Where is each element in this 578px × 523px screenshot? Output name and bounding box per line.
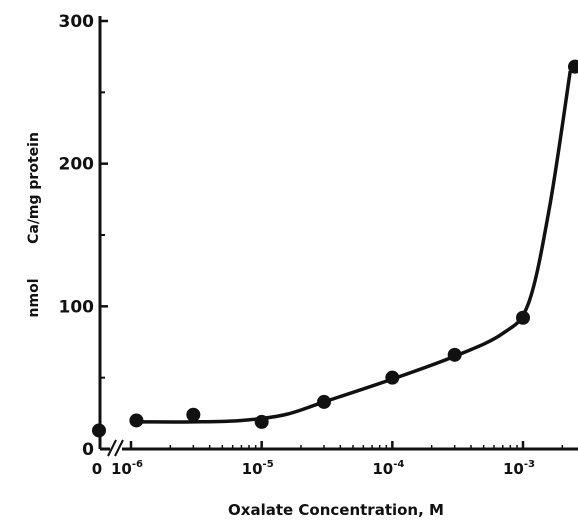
data-point xyxy=(254,414,269,429)
x-axis-label: Oxalate Concentration, M xyxy=(228,501,444,519)
x-tick-label: 0 xyxy=(92,460,102,478)
data-point xyxy=(129,413,144,428)
data-point xyxy=(385,370,400,385)
points-layer xyxy=(92,59,578,438)
data-point xyxy=(92,423,106,438)
curve-layer xyxy=(141,70,572,424)
data-point xyxy=(516,310,530,325)
x-tick-label: 10-6 xyxy=(111,459,143,478)
x-tick-label: 10-4 xyxy=(372,459,404,478)
y-tick-label: 200 xyxy=(59,155,95,175)
y-axis-label: Ca/mg protein xyxy=(26,132,42,244)
ticks: 0 100 200 300 0 10-6 10-5 10-4 10-3 xyxy=(59,12,564,478)
labels: nmol Ca/mg protein Oxalate Concentration, … xyxy=(26,132,444,519)
axis-break-mark xyxy=(114,439,124,457)
y-tick-label: 300 xyxy=(59,12,95,32)
y-tick-label: 0 xyxy=(82,440,94,460)
y-axis-label-unit: nmol xyxy=(26,279,42,318)
y-tick-label: 100 xyxy=(59,297,95,317)
axis-break-mark xyxy=(107,439,117,457)
axes xyxy=(98,16,578,457)
x-tick-label: 10-3 xyxy=(503,459,535,478)
x-tick-label: 10-5 xyxy=(242,459,274,478)
data-point xyxy=(567,59,578,74)
fit-curve xyxy=(141,70,572,424)
data-point xyxy=(447,347,462,362)
data-point xyxy=(186,407,201,422)
data-point xyxy=(317,394,332,409)
